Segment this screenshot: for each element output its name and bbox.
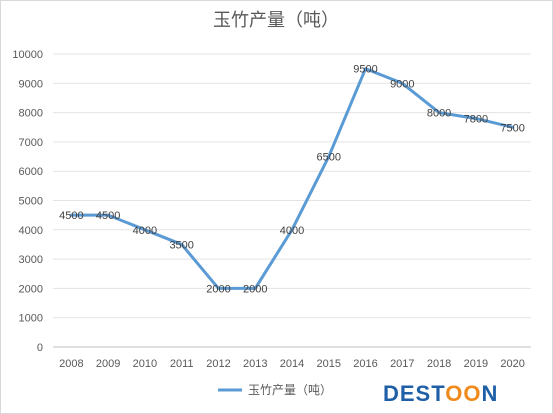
x-tick-label: 2013 xyxy=(243,358,267,370)
data-label: 4500 xyxy=(96,210,120,222)
x-tick-label: 2018 xyxy=(427,358,451,370)
x-tick-label: 2009 xyxy=(96,358,120,370)
series-line xyxy=(69,67,515,290)
x-tick-label: 2015 xyxy=(317,358,341,370)
data-label: 2000 xyxy=(206,283,230,295)
y-tick-label: 1000 xyxy=(19,313,43,325)
legend-label: 玉竹产量（吨） xyxy=(248,383,332,397)
data-label: 3500 xyxy=(169,239,193,251)
watermark-logo: DESTOON xyxy=(383,381,498,406)
x-tick-label: 2019 xyxy=(464,358,488,370)
chart-title: 玉竹产量（吨） xyxy=(213,10,339,31)
data-label: 9000 xyxy=(390,78,414,90)
y-tick-label: 8000 xyxy=(19,108,43,120)
data-label: 7800 xyxy=(464,113,488,125)
y-tick-label: 10000 xyxy=(12,49,43,61)
x-tick-label: 2010 xyxy=(133,358,157,370)
data-label: 4000 xyxy=(280,225,304,237)
x-tick-label: 2017 xyxy=(390,358,414,370)
y-tick-label: 3000 xyxy=(19,254,43,266)
watermark-text: DESTOON xyxy=(383,381,498,406)
x-tick-label: 2008 xyxy=(59,358,83,370)
x-axis-ticks: 2008 2009 2010 2011 2012 2013 2014 2015 2016 2017… xyxy=(59,358,525,370)
y-tick-label: 4000 xyxy=(19,225,43,237)
x-tick-label: 2014 xyxy=(280,358,304,370)
y-tick-label: 7000 xyxy=(19,137,43,149)
data-label: 6500 xyxy=(317,152,341,164)
legend: 玉竹产量（吨） xyxy=(218,383,332,397)
x-tick-label: 2012 xyxy=(206,358,230,370)
data-label: 2000 xyxy=(243,283,267,295)
y-tick-label: 2000 xyxy=(19,283,43,295)
data-label: 9500 xyxy=(353,64,377,76)
gridlines xyxy=(53,53,531,348)
data-label: 4000 xyxy=(133,225,157,237)
y-tick-label: 0 xyxy=(37,342,43,354)
data-label: 4500 xyxy=(59,210,83,222)
x-tick-label: 2016 xyxy=(353,358,377,370)
data-label: 8000 xyxy=(427,108,451,120)
x-tick-label: 2020 xyxy=(500,358,524,370)
series-layer xyxy=(69,67,515,290)
y-axis-ticks: 0 1000 2000 3000 4000 5000 6000 7000 8000 9000 100… xyxy=(12,49,43,354)
data-labels: 4500 4500 4000 3500 2000 2000 4000 6500 9500 9000… xyxy=(59,64,525,296)
data-label: 7500 xyxy=(500,122,524,134)
y-tick-label: 6000 xyxy=(19,166,43,178)
y-tick-label: 9000 xyxy=(19,78,43,90)
x-tick-label: 2011 xyxy=(170,358,194,370)
y-tick-label: 5000 xyxy=(19,196,43,208)
